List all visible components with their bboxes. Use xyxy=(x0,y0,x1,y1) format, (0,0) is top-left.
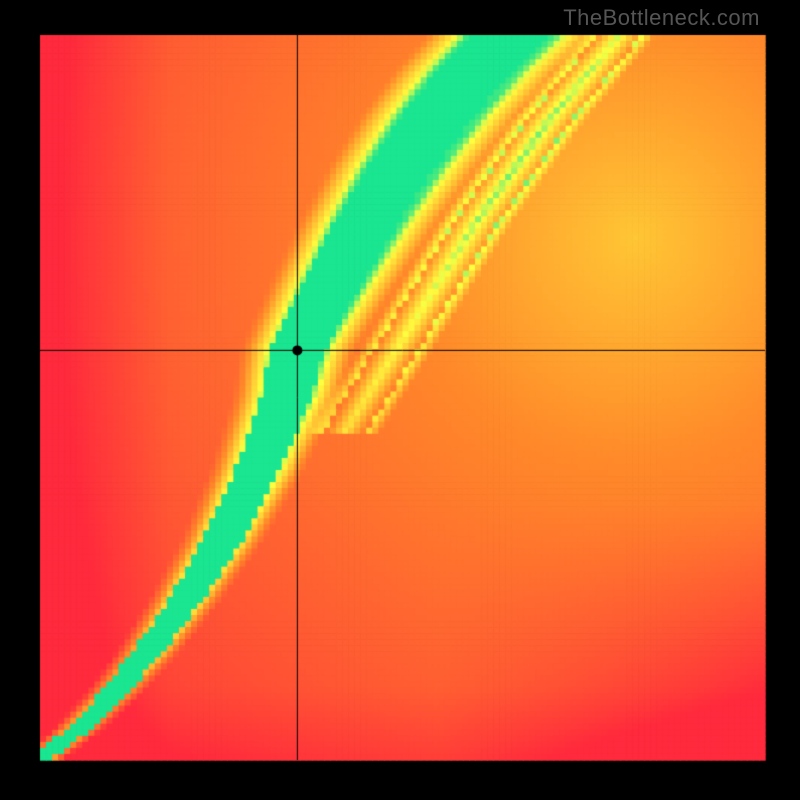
heatmap-canvas xyxy=(0,0,800,800)
watermark-text: TheBottleneck.com xyxy=(563,5,760,31)
